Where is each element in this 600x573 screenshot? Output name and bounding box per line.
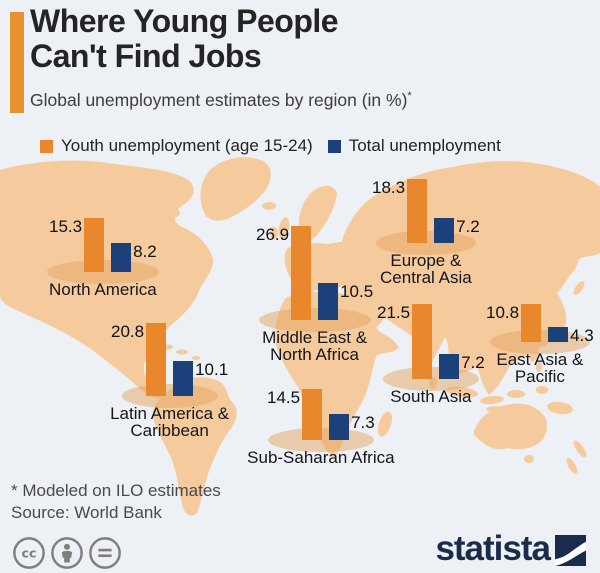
total-bar <box>329 414 350 440</box>
footnote-mark: * <box>407 90 412 103</box>
youth-value: 18.3 <box>372 178 406 197</box>
region-latin-america-caribbean: 20.8 10.1 Latin America & Caribbean <box>110 322 229 439</box>
youth-value: 15.3 <box>49 217 83 236</box>
region-label: Europe & Central Asia <box>380 251 472 287</box>
bar-group: 18.3 7.2 <box>372 178 480 255</box>
total-bar <box>548 327 569 342</box>
map-highlight-ellipse <box>258 308 371 332</box>
total-bar <box>111 243 132 272</box>
total-value: 10.5 <box>340 282 374 301</box>
region-middle-east-north-africa: 26.9 10.5 Middle East & North Africa <box>256 225 374 363</box>
map-south-america <box>152 377 237 516</box>
legend-label-total: Total unemployment <box>348 136 501 155</box>
youth-bar <box>302 389 323 440</box>
youth-bar <box>412 304 433 379</box>
bar-group: 21.5 7.2 <box>377 303 485 391</box>
map-madagascar <box>378 411 392 437</box>
legend-swatch-total <box>327 139 341 153</box>
region-label: North America <box>49 280 157 299</box>
region-east-asia-pacific: 10.8 4.3 East Asia & Pacific <box>486 303 594 385</box>
map-japan <box>565 255 579 277</box>
youth-value: 10.8 <box>486 303 520 322</box>
youth-value: 21.5 <box>377 303 411 322</box>
title-line-1: Where Young People <box>30 3 339 39</box>
bar-group: 26.9 10.5 <box>256 225 374 332</box>
legend: Youth unemployment (age 15-24) Total une… <box>40 135 501 157</box>
statista-logo: statista <box>435 529 586 568</box>
statista-wordmark: statista <box>435 529 551 568</box>
youth-value: 26.9 <box>256 225 290 244</box>
youth-value: 14.5 <box>267 388 301 407</box>
license-icons: cc <box>12 536 122 570</box>
total-value: 4.3 <box>570 326 594 345</box>
total-value: 7.2 <box>461 353 485 372</box>
map-highlight-ellipse <box>121 384 218 408</box>
region-label: South Asia <box>390 387 472 406</box>
youth-bar <box>146 323 167 396</box>
region-label: Middle East & North Africa <box>262 328 368 364</box>
footnote: * Modeled on ILO estimates <box>11 481 221 500</box>
bar-group: 15.3 8.2 <box>46 217 159 284</box>
attribution-person-icon <box>51 537 83 569</box>
region-label: East Asia & Pacific <box>496 350 584 386</box>
youth-bar <box>521 304 542 342</box>
no-derivatives-icon <box>89 537 121 569</box>
total-bar <box>318 283 339 320</box>
page-title: Where Young People Can't Find Jobs <box>30 3 339 74</box>
creative-commons-icon: cc <box>13 537 45 569</box>
svg-text:cc: cc <box>21 547 36 562</box>
map-tasmania <box>524 455 534 463</box>
region-label: Latin America & Caribbean <box>110 404 230 440</box>
title-line-2: Can't Find Jobs <box>30 38 262 74</box>
region-europe-central-asia: 18.3 7.2 Europe & Central Asia <box>372 178 480 286</box>
title-accent-bar <box>10 12 24 113</box>
map-greenland <box>200 157 271 221</box>
total-bar <box>439 354 460 379</box>
region-sub-saharan-africa: 14.5 7.3 Sub-Saharan Africa <box>247 388 395 466</box>
legend-swatch-youth <box>40 139 53 153</box>
total-value: 8.2 <box>133 242 157 261</box>
subtitle: Global unemployment estimates by region … <box>30 90 412 110</box>
bar-group: 10.8 4.3 <box>486 303 594 354</box>
region-south-asia: 21.5 7.2 South Asia <box>377 303 485 405</box>
total-bar <box>173 361 194 396</box>
youth-bar <box>407 179 428 243</box>
statista-logo-icon <box>555 535 586 566</box>
region-label: Sub-Saharan Africa <box>247 448 395 467</box>
region-north-america: 15.3 8.2 North America <box>46 217 159 298</box>
source-note: Source: World Bank <box>11 503 162 522</box>
total-bar <box>434 218 455 243</box>
map-new-guinea <box>547 401 573 415</box>
total-value: 7.3 <box>351 413 375 432</box>
total-value: 10.1 <box>195 360 229 379</box>
legend-label-youth: Youth unemployment (age 15-24) <box>61 136 313 155</box>
map-new-zealand <box>573 440 587 458</box>
map-australia <box>473 403 547 450</box>
youth-bar <box>291 226 312 320</box>
youth-bar <box>84 218 105 272</box>
youth-value: 20.8 <box>111 322 145 341</box>
bar-group: 14.5 7.3 <box>267 388 375 452</box>
total-value: 7.2 <box>456 217 480 236</box>
bar-group: 20.8 10.1 <box>111 322 229 408</box>
